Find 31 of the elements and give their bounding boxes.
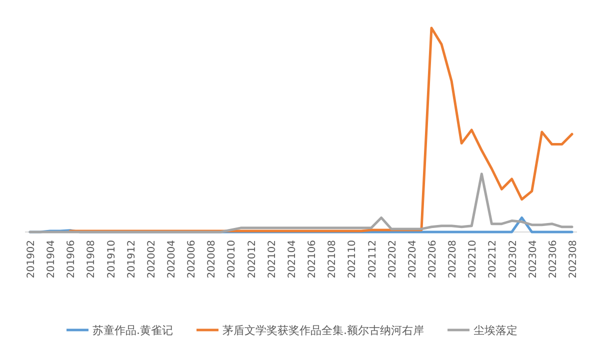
legend-label: 尘埃落定 [474,324,518,337]
x-tick-label: 202210 [468,240,479,278]
x-tick-label: 202102 [266,240,278,278]
x-tick-label: 201912 [126,240,138,278]
x-tick-label: 202004 [166,240,178,278]
x-tick-label: 202012 [246,240,258,278]
x-tick-label: 202308 [568,240,579,278]
x-tick-label: 202302 [508,240,519,278]
x-tick-label: 202212 [488,240,499,278]
x-tick-label: 202104 [286,240,298,278]
x-tick-label: 202304 [528,240,539,278]
x-tick-label: 202106 [307,240,318,278]
legend-label: 苏童作品.黄雀记 [92,324,173,337]
x-tick-label: 202110 [347,240,358,278]
x-tick-label: 201906 [66,240,78,278]
x-tick-label: 202202 [387,240,398,278]
x-tick-label: 202306 [548,240,559,278]
x-tick-label: 201910 [106,240,118,278]
x-tick-label: 202204 [407,240,418,278]
x-tick-label: 202010 [226,240,238,278]
x-tick-label: 201902 [26,240,37,278]
x-tick-label: 201908 [86,240,98,278]
x-tick-label: 202112 [367,240,378,278]
x-tick-label: 202206 [427,240,438,278]
x-tick-label: 202002 [146,240,158,278]
x-tick-label: 201904 [46,240,58,278]
x-tick-label: 202208 [448,240,459,278]
legend-label: 茅盾文学奖获奖作品全集.额尔古纳河右岸 [222,324,424,337]
x-tick-label: 202006 [186,240,198,278]
x-tick-label: 202008 [206,240,218,278]
x-tick-label: 202108 [327,240,338,278]
